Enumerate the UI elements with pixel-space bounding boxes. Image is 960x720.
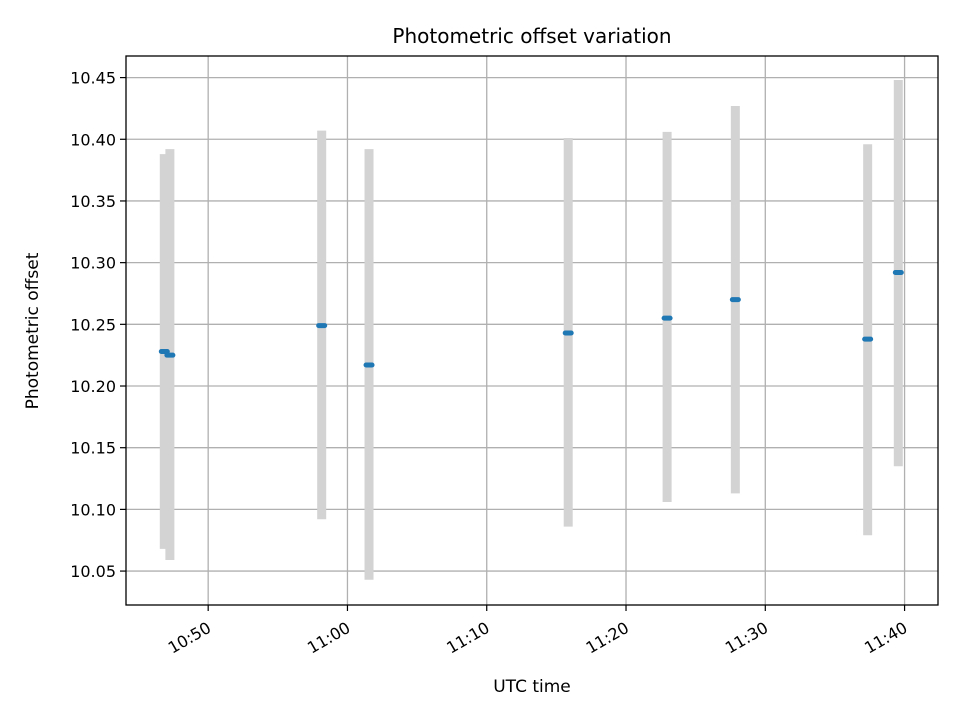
y-tick-label: 10.15 [70, 439, 116, 458]
y-axis-label: Photometric offset [23, 252, 43, 409]
y-tick-label: 10.45 [70, 69, 116, 88]
y-tick-label: 10.40 [70, 130, 116, 149]
grid [126, 56, 938, 605]
y-tick-label: 10.25 [70, 315, 116, 334]
data-points [158, 270, 904, 368]
x-axis-label: UTC time [493, 677, 571, 697]
chart-title: Photometric offset variation [392, 24, 671, 48]
y-tick-label: 10.05 [70, 562, 116, 581]
y-tick-label: 10.35 [70, 192, 116, 211]
y-axis: 10.05 10.10 10.15 10.20 10.25 10.30 10.35 10.40… [70, 69, 126, 581]
y-tick-label: 10.30 [70, 254, 116, 273]
y-tick-label: 10.10 [70, 500, 116, 519]
y-tick-label: 10.20 [70, 377, 116, 396]
plot-frame [125, 55, 939, 606]
